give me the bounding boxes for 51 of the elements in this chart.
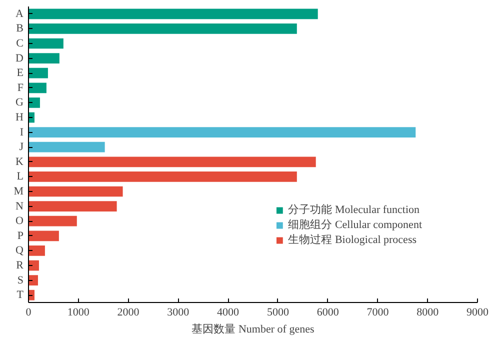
bar bbox=[28, 156, 316, 168]
x-tick-label: 9000 bbox=[466, 306, 489, 318]
bar bbox=[28, 230, 59, 242]
bar bbox=[28, 201, 117, 212]
x-tick-label: 2000 bbox=[117, 306, 140, 318]
bar bbox=[28, 68, 48, 78]
legend-label: 细胞组分 Cellular component bbox=[288, 218, 422, 232]
x-tick-label: 1000 bbox=[67, 306, 90, 318]
legend-label: 生物过程 Biological process bbox=[288, 233, 417, 247]
bar bbox=[28, 142, 105, 152]
y-tick-label: Q bbox=[16, 244, 24, 257]
y-tick-label: E bbox=[16, 67, 24, 80]
bar bbox=[28, 82, 46, 94]
bar bbox=[28, 186, 123, 197]
y-tick-label: L bbox=[16, 170, 24, 183]
bar bbox=[28, 53, 60, 64]
y-tick-label: D bbox=[16, 52, 24, 64]
bar bbox=[28, 8, 318, 20]
bar bbox=[28, 172, 297, 182]
y-tick-label: J bbox=[19, 141, 24, 154]
y-tick-label: H bbox=[16, 112, 24, 124]
y-tick-label: G bbox=[16, 96, 24, 109]
x-tick-label: 6000 bbox=[316, 306, 340, 318]
y-tick-label: R bbox=[16, 260, 24, 272]
bar bbox=[28, 98, 40, 108]
y-tick-label: P bbox=[17, 230, 24, 242]
y-tick-label: M bbox=[14, 186, 24, 198]
x-tick-label: 8000 bbox=[416, 306, 440, 318]
bar bbox=[28, 216, 77, 226]
y-tick-label: S bbox=[17, 274, 24, 286]
bar bbox=[28, 246, 45, 256]
y-tick-label: I bbox=[20, 126, 24, 138]
x-tick-label: 7000 bbox=[366, 306, 390, 318]
y-tick-label: B bbox=[16, 22, 24, 35]
bar bbox=[28, 127, 416, 138]
y-tick-label: A bbox=[16, 8, 24, 20]
y-tick-label: K bbox=[16, 156, 24, 168]
y-tick-label: O bbox=[16, 215, 24, 228]
x-tick-label: 0 bbox=[26, 306, 32, 318]
legend-label: 分子功能 Molecular function bbox=[288, 203, 420, 217]
y-tick-label: T bbox=[16, 289, 24, 302]
x-tick-label: 3000 bbox=[167, 306, 190, 318]
y-tick-label: F bbox=[17, 82, 24, 94]
x-tick-label: 4000 bbox=[217, 306, 240, 318]
bar bbox=[28, 24, 297, 34]
bar bbox=[28, 275, 38, 286]
y-tick-label: N bbox=[16, 200, 24, 212]
bar bbox=[28, 38, 64, 49]
y-tick-label: C bbox=[16, 38, 24, 50]
x-axis-title: 基因数量 Number of genes bbox=[192, 322, 314, 336]
x-tick-label: 5000 bbox=[266, 306, 290, 318]
